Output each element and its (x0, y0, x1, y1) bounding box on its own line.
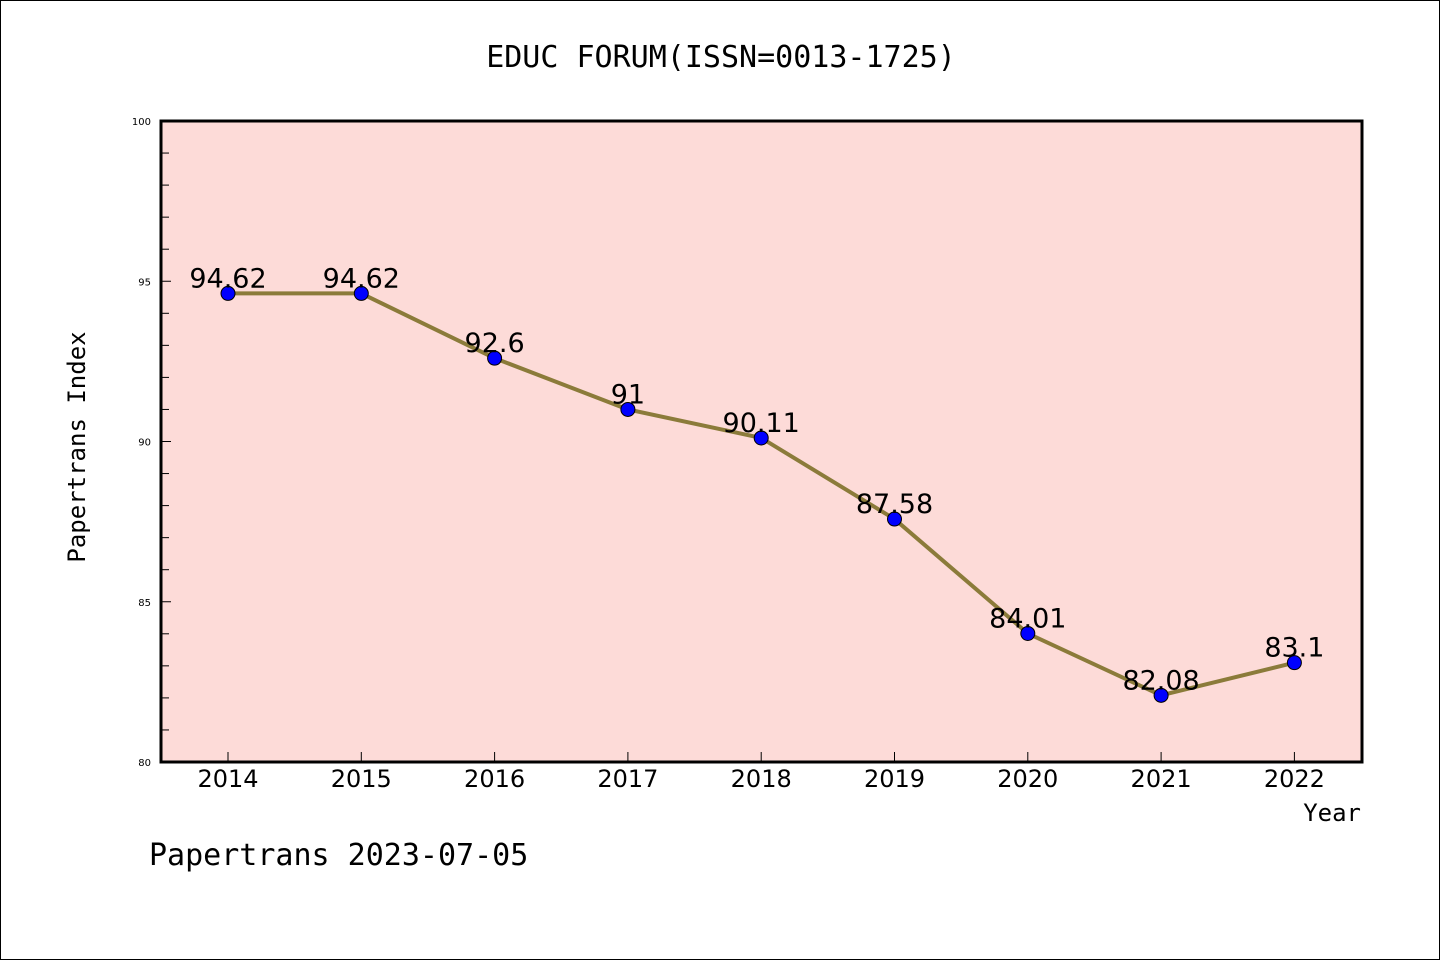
x-tick-label: 2014 (197, 765, 258, 793)
x-tick-label: 2017 (597, 765, 658, 793)
footer-text: Papertrans 2023-07-05 (149, 838, 528, 873)
data-label: 84.01 (989, 603, 1066, 634)
data-label: 94.62 (323, 263, 400, 294)
y-tick-label: 95 (138, 277, 151, 288)
x-tick-label: 2021 (1131, 765, 1192, 793)
data-label: 90.11 (723, 408, 800, 439)
x-tick-label: 2018 (731, 765, 792, 793)
x-tick-label: 2016 (464, 765, 525, 793)
y-axis-label: Papertrans Index (63, 331, 91, 562)
data-label: 83.1 (1264, 633, 1324, 664)
x-tick-label: 2019 (864, 765, 925, 793)
data-label: 82.08 (1122, 665, 1199, 696)
y-axis: 80 85 90 95 100 (132, 117, 171, 769)
data-point (1286, 655, 1302, 671)
data-point (220, 285, 236, 301)
data-point (1153, 687, 1169, 703)
data-point (487, 350, 503, 366)
x-tick-label: 2015 (331, 765, 392, 793)
y-tick-label: 90 (138, 438, 151, 449)
data-label: 94.62 (189, 263, 266, 294)
data-point (1020, 625, 1036, 641)
data-label: 87.58 (856, 489, 933, 520)
y-tick-label: 85 (138, 598, 151, 609)
x-axis-label: Year (1303, 799, 1361, 827)
chart-title: EDUC FORUM(ISSN=0013-1725) (486, 40, 956, 75)
series: 94.62 94.62 92.6 91 90.11 87.58 84.01 82.08 83.1 (189, 263, 1324, 703)
data-point (620, 401, 636, 417)
data-point (753, 430, 769, 446)
data-label: 91 (611, 379, 645, 410)
data-point (353, 285, 369, 301)
data-point (887, 511, 902, 527)
x-axis: 2014 2015 2016 2017 2018 2019 2020 2021 2022 (197, 752, 1325, 793)
y-tick-label: 80 (138, 758, 151, 769)
data-label: 92.6 (465, 328, 525, 359)
x-tick-label: 2020 (997, 765, 1058, 793)
x-tick-label: 2022 (1264, 765, 1325, 793)
y-tick-label: 100 (132, 117, 151, 128)
